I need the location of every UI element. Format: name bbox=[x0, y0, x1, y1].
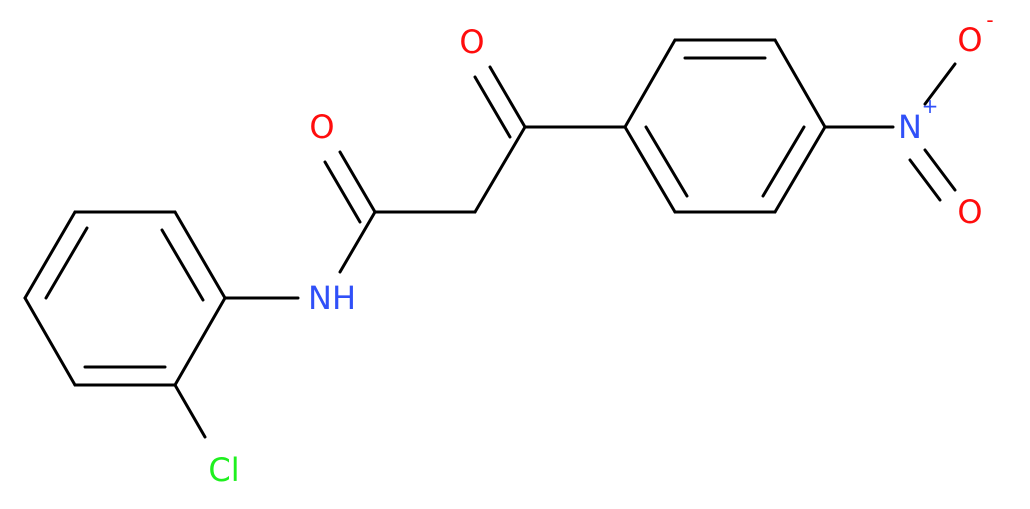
atom-label: N bbox=[898, 108, 922, 146]
bond bbox=[623, 38, 677, 129]
bond bbox=[338, 210, 377, 274]
atom-label: Cl bbox=[208, 451, 239, 489]
bond bbox=[923, 62, 957, 106]
atom-label: O bbox=[459, 23, 484, 61]
atom-label: O bbox=[957, 21, 982, 59]
bond bbox=[488, 65, 527, 129]
bond bbox=[173, 296, 227, 387]
bond bbox=[908, 158, 942, 202]
bond bbox=[23, 210, 77, 300]
bond bbox=[773, 38, 827, 129]
atom-charge: + bbox=[922, 94, 939, 118]
bond bbox=[644, 125, 689, 198]
bond bbox=[473, 125, 527, 214]
atom-label: O bbox=[309, 108, 334, 146]
bond bbox=[623, 125, 677, 214]
bond bbox=[773, 125, 827, 214]
atom-charge: - bbox=[986, 8, 993, 32]
bond bbox=[761, 125, 806, 198]
bond bbox=[923, 148, 957, 192]
atom-label: O bbox=[957, 193, 982, 231]
bonds bbox=[23, 38, 957, 439]
bond bbox=[44, 226, 89, 300]
bond bbox=[160, 228, 205, 302]
bond bbox=[23, 296, 77, 387]
bond bbox=[173, 210, 227, 300]
atom-label: NH bbox=[308, 279, 356, 317]
bond bbox=[173, 383, 207, 439]
bond bbox=[338, 150, 377, 214]
bond bbox=[473, 75, 512, 139]
bond bbox=[323, 160, 362, 224]
